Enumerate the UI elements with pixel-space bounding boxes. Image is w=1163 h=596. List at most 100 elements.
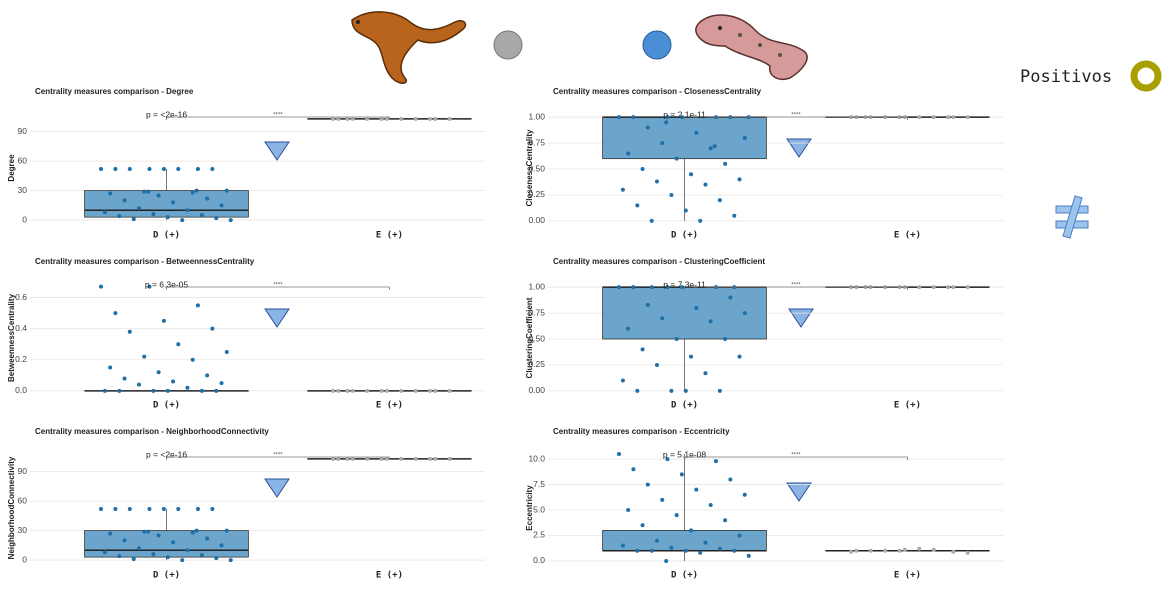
point — [641, 167, 645, 171]
point — [200, 389, 204, 393]
y-tick-label: 10.0 — [528, 453, 545, 463]
point — [346, 457, 350, 461]
point — [951, 285, 955, 289]
point — [738, 177, 742, 181]
point — [646, 483, 650, 487]
point — [718, 547, 722, 551]
point — [385, 457, 389, 461]
point — [146, 530, 150, 534]
point — [617, 285, 621, 289]
x-tick-label: E (+) — [376, 571, 403, 581]
point — [113, 507, 117, 511]
point — [365, 457, 369, 461]
point — [185, 386, 189, 390]
point — [117, 554, 121, 558]
y-tick-label: 0.6 — [15, 292, 27, 302]
point — [166, 215, 170, 219]
point — [675, 513, 679, 517]
point — [709, 503, 713, 507]
point — [336, 117, 340, 121]
y-tick-label: 90 — [18, 466, 28, 476]
point — [191, 191, 195, 195]
point — [210, 327, 214, 331]
point — [428, 117, 432, 121]
point — [205, 373, 209, 377]
point — [723, 337, 727, 341]
point — [617, 452, 621, 456]
point — [351, 389, 355, 393]
salamander-right — [696, 15, 807, 79]
point — [399, 389, 403, 393]
point — [738, 533, 742, 537]
x-tick-label: E (+) — [894, 231, 921, 241]
point — [698, 551, 702, 555]
p-value: p = 6.3e-05 — [145, 279, 189, 289]
point — [684, 549, 688, 553]
point — [220, 543, 224, 547]
point — [365, 117, 369, 121]
point — [157, 194, 161, 198]
point — [137, 546, 141, 550]
point — [626, 508, 630, 512]
legend-ring — [1134, 64, 1158, 88]
point — [414, 389, 418, 393]
point — [225, 350, 229, 354]
y-tick-label: 0.75 — [528, 137, 545, 147]
point — [123, 376, 127, 380]
point — [146, 190, 150, 194]
point — [380, 117, 384, 121]
point — [113, 167, 117, 171]
point — [196, 507, 200, 511]
point — [669, 389, 673, 393]
point — [229, 218, 233, 222]
point — [99, 507, 103, 511]
point — [631, 115, 635, 119]
point — [641, 523, 645, 527]
point — [898, 549, 902, 553]
y-tick-label: 0.25 — [528, 189, 545, 199]
p-value: p = <2e-16 — [146, 449, 187, 459]
point — [210, 167, 214, 171]
point — [433, 389, 437, 393]
point — [117, 214, 121, 218]
p-value: p = 5.1e-08 — [663, 449, 707, 459]
point — [703, 183, 707, 187]
point — [166, 389, 170, 393]
salamander-left — [352, 12, 466, 83]
point — [428, 389, 432, 393]
point — [108, 366, 112, 370]
x-tick-label: D (+) — [671, 571, 698, 581]
point — [631, 285, 635, 289]
point — [728, 477, 732, 481]
point — [128, 507, 132, 511]
point — [171, 540, 175, 544]
point — [743, 493, 747, 497]
point — [655, 179, 659, 183]
point — [650, 219, 654, 223]
point — [917, 285, 921, 289]
point — [99, 285, 103, 289]
point — [660, 141, 664, 145]
point — [157, 534, 161, 538]
y-tick-label: 60 — [18, 155, 28, 165]
point — [205, 536, 209, 540]
point — [723, 518, 727, 522]
point — [171, 200, 175, 204]
point — [723, 162, 727, 166]
point — [448, 457, 452, 461]
point — [185, 208, 189, 212]
point — [225, 529, 229, 533]
box — [603, 287, 767, 339]
y-axis-label: Degree — [7, 154, 16, 182]
point — [336, 389, 340, 393]
point — [709, 146, 713, 150]
y-tick-label: 0.2 — [15, 354, 27, 364]
chart-title: Centrality measures comparison - Between… — [35, 257, 255, 266]
point — [185, 548, 189, 552]
point — [229, 558, 233, 562]
point — [331, 117, 335, 121]
point — [196, 167, 200, 171]
point — [946, 115, 950, 119]
point — [200, 553, 204, 557]
point — [932, 285, 936, 289]
